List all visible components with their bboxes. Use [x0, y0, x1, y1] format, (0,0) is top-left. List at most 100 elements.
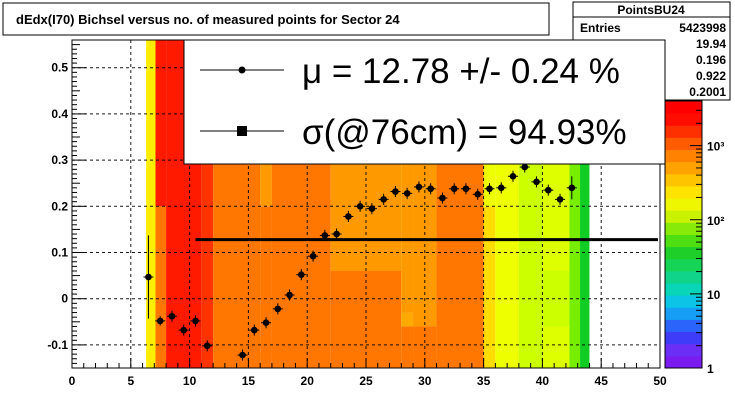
x-tick-label: 40: [536, 374, 550, 388]
colorbar-band: [665, 185, 702, 199]
point-marker: [274, 305, 282, 313]
colorbar-band: [665, 319, 702, 333]
x-tick-label: 35: [477, 374, 491, 388]
point-marker: [262, 319, 270, 327]
point-marker: [368, 205, 376, 212]
colorbar-band: [665, 101, 702, 114]
data-point: [284, 289, 295, 301]
colorbar-band: [665, 210, 702, 223]
fit-legend: μ = 12.78 +/- 0.24 % σ(@76cm) = 94.93%: [183, 39, 666, 165]
point-marker: [356, 203, 364, 210]
data-point: [296, 269, 307, 281]
colorbar-band: [665, 198, 702, 211]
title-box: [2, 2, 550, 36]
data-point: [437, 192, 448, 204]
y-tick-label: 0.1: [51, 246, 68, 260]
colorbar-band: [665, 161, 702, 175]
stats-entries-label: Entries: [580, 21, 621, 35]
heatmap-cell: [483, 206, 496, 368]
point-marker: [497, 184, 505, 192]
point-marker: [427, 185, 434, 193]
point-marker: [156, 317, 164, 325]
colorbar-band: [665, 295, 702, 308]
data-point: [402, 187, 413, 199]
point-marker: [509, 172, 517, 180]
y-tick-label: 0.2: [51, 199, 68, 213]
data-point: [272, 303, 283, 315]
data-point: [378, 193, 389, 205]
legend-mu-marker: [238, 66, 246, 74]
data-point: [425, 183, 436, 195]
data-point: [237, 349, 248, 361]
data-point: [249, 324, 260, 336]
data-point: [178, 324, 189, 336]
heatmap-cell: [569, 40, 581, 368]
point-marker: [345, 213, 352, 220]
y-tick-label: 0: [61, 292, 68, 306]
y-tick-label: 0.3: [51, 153, 68, 167]
colorbar-band: [665, 149, 702, 163]
colorbar-band: [665, 125, 702, 138]
stats-entries-value: 5423998: [679, 21, 726, 35]
data-points: [143, 161, 577, 361]
point-marker: [556, 196, 564, 203]
data-point: [343, 210, 354, 223]
colorbar-band: [665, 343, 702, 357]
colorbar-band: [665, 355, 702, 369]
point-marker: [250, 326, 258, 334]
point-marker: [521, 163, 529, 171]
x-tick-label: 45: [595, 374, 609, 388]
colorbar-band: [665, 137, 702, 151]
colorbar-band: [665, 173, 702, 187]
point-marker: [145, 273, 152, 281]
data-point: [413, 181, 424, 193]
data-point: [190, 315, 201, 327]
data-point: [331, 228, 342, 240]
point-marker: [544, 186, 552, 194]
heatmap-cell: [401, 95, 414, 313]
data-point: [519, 161, 530, 173]
x-tick-label: 10: [183, 374, 197, 388]
point-marker: [415, 183, 423, 191]
data-point: [202, 340, 213, 352]
colorbar-tick-label: 1: [707, 362, 714, 376]
data-point: [308, 250, 319, 262]
colorbar-band: [665, 246, 702, 260]
heatmap-cell: [542, 326, 570, 368]
point-marker: [486, 185, 493, 193]
data-point: [508, 170, 518, 182]
data-point: [261, 317, 272, 329]
colorbar-tick-label: 10³: [707, 140, 724, 154]
data-point: [166, 310, 177, 322]
x-tick-label: 15: [242, 374, 256, 388]
colorbar-band: [665, 222, 702, 235]
point-marker: [192, 317, 199, 325]
heatmap-cell: [401, 312, 414, 327]
data-point: [355, 200, 366, 212]
axes: 0 5 10 15 20 25 30 35 40 45 50 -0.1 0 0.1 0.2 0.3 0.4 0.5: [47, 39, 667, 388]
colorbar-band: [665, 307, 702, 320]
point-marker: [321, 232, 329, 239]
colorbar-frame: [664, 100, 703, 369]
point-marker: [380, 196, 387, 203]
point-marker: [180, 326, 188, 334]
point-marker: [203, 342, 211, 350]
heatmap-cell: [146, 40, 156, 368]
point-marker: [474, 190, 482, 198]
stats-row: 0.2001: [689, 85, 726, 99]
data-point: [143, 235, 154, 319]
data-point: [449, 183, 460, 195]
y-tick-label: 0.5: [51, 61, 68, 75]
heatmap-cell: [260, 206, 272, 368]
x-tick-label: 5: [127, 374, 134, 388]
x-tick-label: 0: [69, 374, 76, 388]
data-point: [543, 184, 554, 196]
x-tick-label: 30: [418, 374, 432, 388]
y-tick-label: 0.4: [51, 107, 68, 121]
stats-title: PointsBU24: [617, 3, 685, 17]
colorbar: 1 10 10² 10³: [664, 100, 724, 376]
point-marker: [533, 178, 540, 186]
heatmap-cell: [201, 160, 214, 368]
point-marker: [286, 291, 293, 299]
